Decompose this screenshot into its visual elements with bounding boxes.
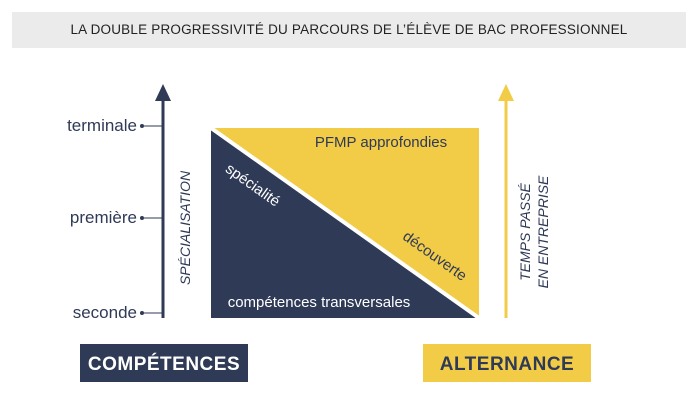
specialisation-axis-label: SPÉCIALISATION <box>177 170 193 285</box>
title-bar: LA DOUBLE PROGRESSIVITÉ DU PARCOURS DE L… <box>12 12 686 48</box>
level-terminale-dot <box>140 124 144 128</box>
alternance-axis-arrowhead <box>498 84 514 101</box>
pfmp-label: PFMP approfondies <box>315 134 447 151</box>
level-terminale: terminale <box>67 116 137 135</box>
level-premiere-dot <box>140 216 144 220</box>
transversal-skills-label: compétences transversales <box>228 294 411 311</box>
alternance-badge-label: ALTERNANCE <box>440 354 574 375</box>
diagram-title: LA DOUBLE PROGRESSIVITÉ DU PARCOURS DE L… <box>70 22 628 37</box>
competences-badge-label: COMPÉTENCES <box>88 353 240 375</box>
temps-passe-label: TEMPS PASSÉ <box>517 182 533 280</box>
level-seconde-dot <box>140 311 144 315</box>
competences-axis-arrowhead <box>155 84 171 101</box>
level-premiere: première <box>70 208 137 227</box>
competences-badge <box>80 344 248 382</box>
alternance-badge <box>423 344 591 382</box>
diagonal-divider <box>209 126 481 320</box>
level-seconde: seconde <box>73 303 137 322</box>
en-entreprise-label: EN ENTREPRISE <box>535 175 551 288</box>
